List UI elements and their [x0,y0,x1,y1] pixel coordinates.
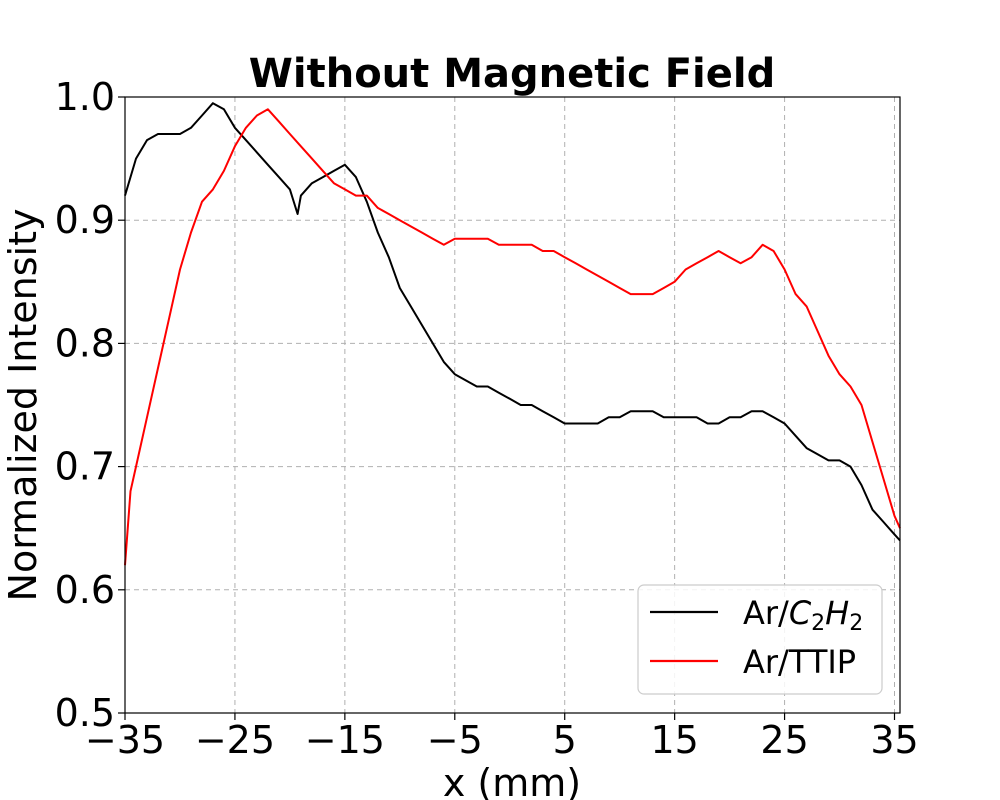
x-axis-title: x (mm) [443,761,581,800]
tick-layer: −35 −25 −15 −5 5 15 25 35 0.5 0.6 0.7 0.8 0.9 1.0 [55,75,919,762]
plot-frame [124,96,901,714]
y-tick-label: 0.7 [55,445,115,489]
y-tick-label: 0.5 [55,691,115,735]
x-tick-label: −15 [305,718,385,762]
legend: Ar/C2H2 Ar/TTIP [637,584,883,695]
y-tick-label: 1.0 [55,75,115,119]
x-tick-label: 5 [553,718,577,762]
legend-label-ar-c2h2: Ar/C2H2 [743,594,863,636]
x-tick-label: −25 [195,718,275,762]
series-layer [124,102,901,566]
legend-label-sub2: 2 [849,611,863,636]
series-line-ar-ttip [124,108,901,566]
x-tick-label: −35 [85,718,165,762]
x-tick-label: −5 [427,718,483,762]
y-axis-title: Normalized Intensity [1,209,45,602]
series-line-ar-c2h2 [124,102,901,542]
legend-label-ar-ttip: Ar/TTIP [743,643,856,681]
y-tick-label: 0.8 [55,321,115,365]
legend-label-sub1: 2 [811,611,825,636]
legend-label-h: H [825,594,849,632]
legend-label-c: C [789,594,812,632]
x-tick-label: 35 [870,718,918,762]
x-tick-label: 15 [650,718,698,762]
chart-title: Without Magnetic Field [249,51,775,97]
legend-label-prefix: Ar/ [743,594,789,632]
x-tick-label: 25 [760,718,808,762]
y-tick-label: 0.6 [55,568,115,612]
y-tick-label: 0.9 [55,198,115,242]
